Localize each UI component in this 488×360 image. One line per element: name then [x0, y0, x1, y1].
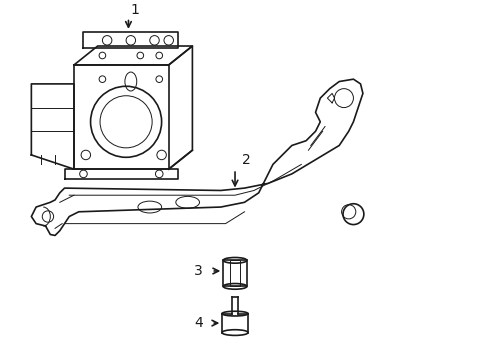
- Text: 4: 4: [194, 316, 203, 330]
- Text: 3: 3: [194, 264, 203, 278]
- Text: 1: 1: [131, 3, 140, 17]
- Bar: [230, 260, 239, 287]
- Text: 2: 2: [242, 153, 250, 167]
